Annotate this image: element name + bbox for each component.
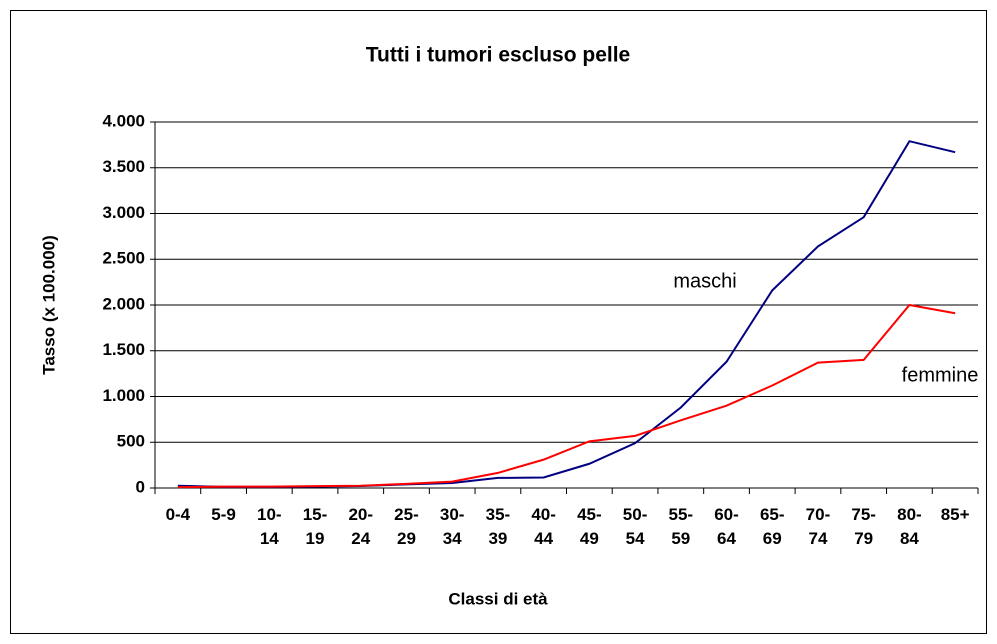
x-tick-label: 15- 19 xyxy=(302,505,328,548)
y-tick-label: 500 xyxy=(117,432,145,451)
y-axis-label: Tasso (x 100.000) xyxy=(39,235,58,375)
y-tick-label: 2.500 xyxy=(102,249,145,268)
y-tick-label: 0 xyxy=(136,477,145,496)
y-tick-label: 1.500 xyxy=(102,340,145,359)
x-tick-label: 20- 24 xyxy=(348,505,374,548)
x-tick-label: 45- 49 xyxy=(577,505,602,548)
x-tick-label: 35- 39 xyxy=(485,505,511,548)
y-tick-label: 2.000 xyxy=(102,294,145,313)
x-tick-label: 0-4 xyxy=(165,505,191,524)
x-tick-label: 65- 69 xyxy=(759,505,785,548)
x-tick-label: 70- 74 xyxy=(805,505,831,548)
x-axis-label: Classi di età xyxy=(448,589,548,608)
chart-border xyxy=(10,10,987,634)
series-label: femmine xyxy=(902,364,979,386)
x-tick-label: 5-9 xyxy=(211,505,236,524)
x-tick-label: 50- 54 xyxy=(622,505,648,548)
x-tick-label: 55- 59 xyxy=(668,505,694,548)
x-tick-label: 40- 44 xyxy=(531,505,556,548)
chart-title: Tutti i tumori escluso pelle xyxy=(366,44,630,67)
x-tick-label: 10- 14 xyxy=(257,505,282,548)
y-tick-label: 3.500 xyxy=(102,157,145,176)
line-series xyxy=(177,303,956,489)
y-tick-label: 1.000 xyxy=(102,386,145,405)
y-tick-label: 4.000 xyxy=(102,111,145,130)
x-tick-label: 75- 79 xyxy=(851,505,876,548)
x-tick-label: 30- 34 xyxy=(439,505,465,548)
x-tick-label: 60- 64 xyxy=(714,505,739,548)
y-tick-label: 3.000 xyxy=(102,203,145,222)
x-tick-label: 25- 29 xyxy=(394,505,419,548)
x-tick-label: 85+ xyxy=(940,505,970,524)
x-tick-label: 80- 84 xyxy=(897,505,922,548)
series-label: maschi xyxy=(673,270,736,292)
